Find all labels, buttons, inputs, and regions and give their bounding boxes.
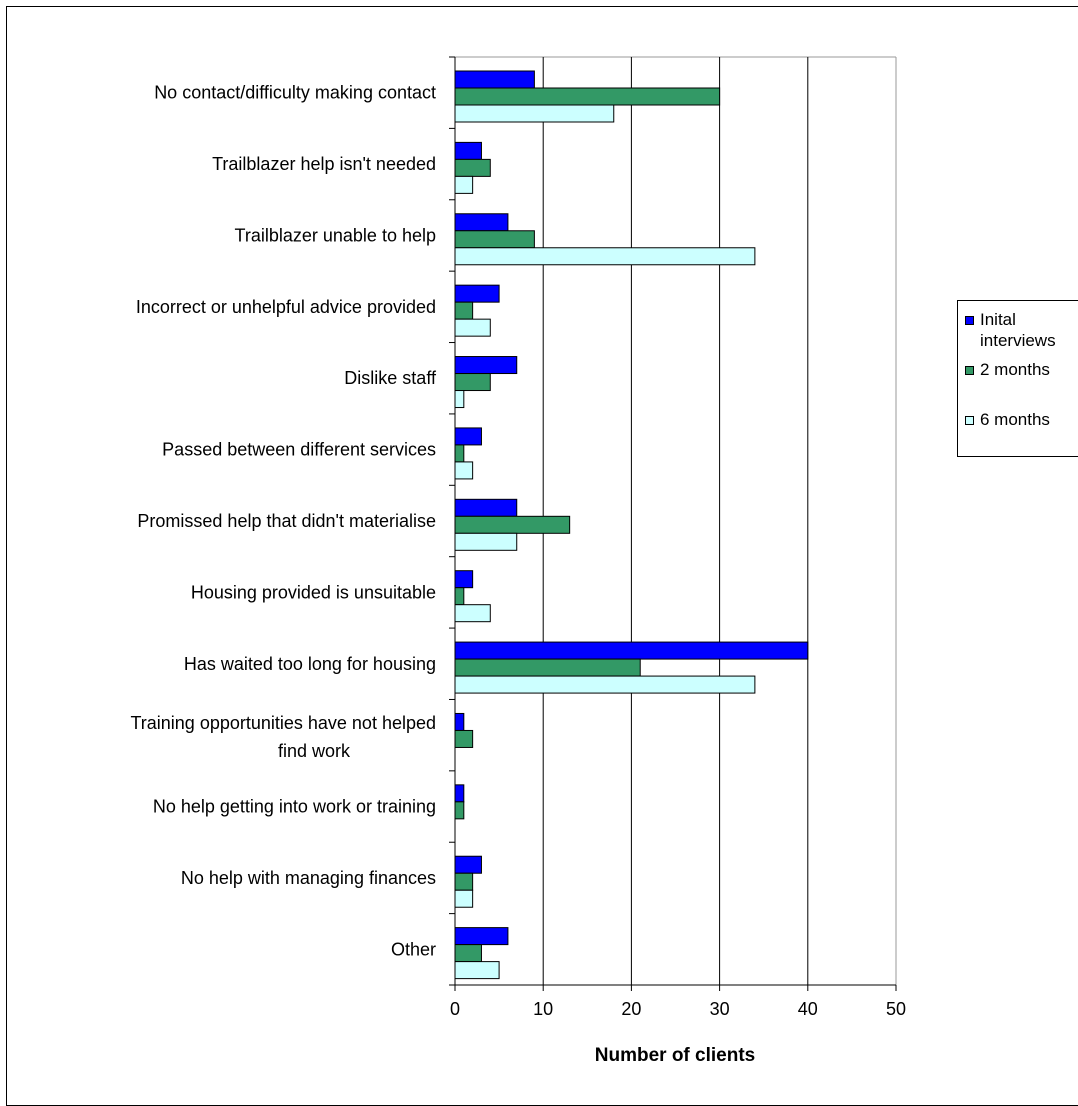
bar	[454, 390, 465, 409]
category-label: Has waited too long for housing	[184, 654, 436, 674]
bar	[454, 427, 482, 446]
legend-label-initial: Inital interviews	[980, 309, 1078, 351]
bar	[454, 927, 509, 946]
bar	[454, 604, 491, 623]
bar	[454, 141, 482, 160]
bar	[454, 675, 756, 694]
x-tick-label: 30	[710, 999, 730, 1019]
category-label: Promissed help that didn't materialise	[137, 511, 436, 531]
bar	[454, 158, 491, 177]
bar	[454, 284, 500, 303]
bar	[454, 784, 465, 803]
bar	[454, 461, 474, 480]
legend-swatch-2-months	[965, 366, 974, 375]
bar	[454, 444, 465, 463]
category-label: Housing provided is unsuitable	[191, 582, 436, 602]
bar	[454, 729, 474, 748]
bar	[454, 658, 641, 677]
bar	[454, 356, 518, 375]
bar	[454, 230, 535, 249]
bars	[454, 70, 809, 980]
legend-swatch-initial	[965, 316, 974, 325]
bar	[454, 301, 474, 320]
x-tick-label: 10	[533, 999, 553, 1019]
bar	[454, 175, 474, 194]
category-labels: No contact/difficulty making contact Trai…	[130, 83, 437, 960]
bar	[454, 961, 500, 980]
category-label-line2: find work	[278, 741, 351, 761]
bar	[454, 104, 615, 123]
bar	[454, 587, 465, 606]
bar	[454, 944, 482, 963]
bar	[454, 70, 535, 89]
bar	[454, 373, 491, 392]
x-tick-label: 20	[621, 999, 641, 1019]
bar	[454, 515, 571, 534]
x-axis-title: Number of clients	[595, 1045, 755, 1066]
gridlines	[455, 56, 897, 985]
bar	[454, 532, 518, 551]
category-label: No contact/difficulty making contact	[154, 83, 436, 103]
bar	[454, 801, 465, 820]
bar	[454, 213, 509, 232]
tick-labels: 0 10 20 30 40 50	[450, 999, 906, 1019]
bar	[454, 498, 518, 517]
category-label: Incorrect or unhelpful advice provided	[136, 297, 436, 317]
legend-swatch-6-months	[965, 416, 974, 425]
category-label: Trailblazer unable to help	[235, 225, 436, 245]
legend-label-initial-line1: Inital	[980, 310, 1016, 329]
category-label: Training opportunities have not helped	[130, 713, 436, 733]
legend: Inital interviews 2 months 6 months	[957, 300, 1078, 457]
bar	[454, 872, 474, 891]
bar	[454, 570, 474, 589]
category-label: Passed between different services	[162, 440, 436, 460]
x-tick-label: 50	[886, 999, 906, 1019]
bar	[454, 712, 465, 731]
bar	[454, 318, 491, 337]
legend-label-initial-line2: interviews	[980, 331, 1056, 350]
axes	[449, 56, 897, 991]
category-label: Dislike staff	[344, 368, 437, 388]
category-label: Trailblazer help isn't needed	[212, 154, 436, 174]
bar	[454, 247, 756, 266]
x-tick-label: 0	[450, 999, 460, 1019]
bar	[454, 87, 721, 106]
bar	[454, 889, 474, 908]
bar	[454, 855, 482, 874]
bar	[454, 641, 809, 660]
category-label: No help getting into work or training	[153, 797, 436, 817]
category-label: Other	[391, 939, 436, 959]
legend-label-6-months: 6 months	[980, 410, 1050, 429]
x-tick-label: 40	[798, 999, 818, 1019]
category-label: No help with managing finances	[181, 868, 436, 888]
legend-label-2-months: 2 months	[980, 360, 1050, 379]
